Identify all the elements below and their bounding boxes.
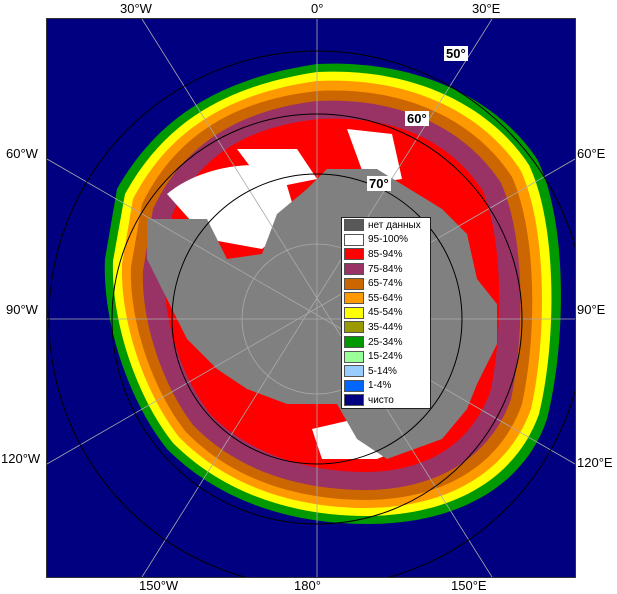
lon-label-30w: 30°W — [120, 1, 152, 16]
lon-label-150e: 150°E — [451, 578, 487, 593]
legend-item: чисто — [342, 393, 430, 408]
legend-label: 5-14% — [368, 365, 397, 377]
legend-label: 25-34% — [368, 336, 403, 348]
legend-label: 85-94% — [368, 248, 403, 260]
legend-swatch — [344, 365, 364, 378]
legend-swatch — [344, 379, 364, 392]
legend: нет данных 95-100% 85-94% 75-84% 65-74% 55-64… — [341, 217, 431, 409]
lon-label-90w: 90°W — [6, 302, 38, 317]
legend-swatch — [344, 306, 364, 319]
ice-patch-white-3 — [347, 129, 402, 184]
legend-swatch — [344, 336, 364, 349]
lon-label-180: 180° — [294, 578, 321, 593]
legend-swatch — [344, 248, 364, 261]
legend-swatch — [344, 350, 364, 363]
legend-item: 85-94% — [342, 247, 430, 262]
lon-label-120e: 120°E — [577, 455, 613, 470]
meridian-30e — [141, 19, 493, 577]
lon-label-150w: 150°W — [139, 578, 179, 593]
legend-item: 75-84% — [342, 262, 430, 277]
legend-item: 15-24% — [342, 349, 430, 364]
lon-label-0: 0° — [311, 1, 324, 16]
legend-label: чисто — [368, 394, 394, 406]
legend-swatch — [344, 263, 364, 276]
ice-patch-white-2 — [237, 149, 317, 189]
lon-label-90e: 90°E — [577, 302, 606, 317]
legend-swatch — [344, 292, 364, 305]
lat-label-50: 50° — [444, 46, 468, 61]
latitude-circles — [48, 50, 575, 577]
lon-label-60e: 60°E — [577, 146, 606, 161]
legend-swatch — [344, 219, 364, 232]
lon-label-120w: 120°W — [1, 451, 41, 466]
lat-label-60: 60° — [405, 111, 429, 126]
legend-item: 5-14% — [342, 364, 430, 379]
legend-label: 15-24% — [368, 351, 403, 363]
legend-label: 55-64% — [368, 292, 403, 304]
legend-label: 65-74% — [368, 278, 403, 290]
legend-swatch — [344, 321, 364, 334]
legend-swatch — [344, 233, 364, 246]
legend-item: 45-54% — [342, 306, 430, 321]
legend-item: 35-44% — [342, 320, 430, 335]
legend-item: 95-100% — [342, 233, 430, 248]
lon-label-30e: 30°E — [472, 1, 501, 16]
lat-circle-60 — [111, 113, 523, 525]
legend-label: 75-84% — [368, 263, 403, 275]
legend-swatch — [344, 394, 364, 407]
lon-label-60w: 60°W — [6, 146, 38, 161]
legend-item: 1-4% — [342, 379, 430, 394]
legend-item: 65-74% — [342, 276, 430, 291]
legend-item: 25-34% — [342, 335, 430, 350]
legend-label: 95-100% — [368, 234, 409, 246]
legend-swatch — [344, 277, 364, 290]
legend-item: 55-64% — [342, 291, 430, 306]
legend-label: 45-54% — [368, 307, 403, 319]
lat-label-70: 70° — [367, 176, 391, 191]
lat-circle-70 — [171, 173, 463, 465]
legend-label: нет данных — [368, 219, 421, 231]
legend-item: нет данных — [342, 218, 430, 233]
map-frame — [46, 18, 576, 578]
legend-label: 1-4% — [368, 380, 392, 392]
sea-ice-map — [47, 19, 575, 577]
lat-circle-50 — [48, 50, 575, 577]
legend-label: 35-44% — [368, 321, 403, 333]
